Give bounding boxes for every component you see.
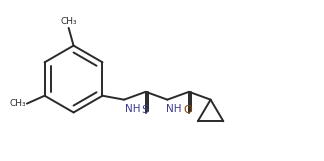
Text: NH: NH	[125, 104, 141, 114]
Text: S: S	[141, 105, 148, 115]
Text: CH₃: CH₃	[60, 17, 77, 26]
Text: NH: NH	[166, 104, 182, 114]
Text: CH₃: CH₃	[9, 99, 26, 108]
Text: O: O	[184, 105, 192, 115]
